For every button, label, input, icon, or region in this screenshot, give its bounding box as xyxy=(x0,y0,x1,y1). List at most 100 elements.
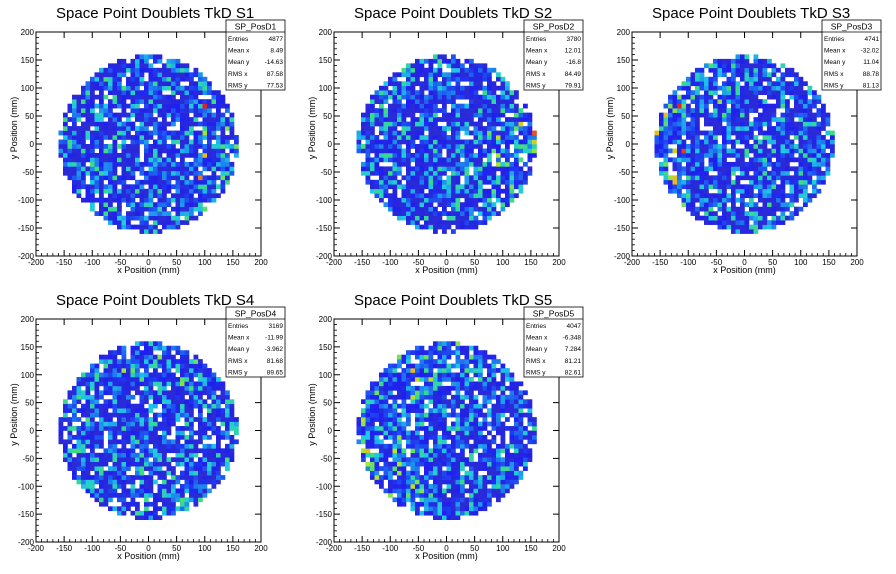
heatmap-cell xyxy=(686,130,691,136)
heatmap-cell xyxy=(446,126,452,131)
heatmap-cell xyxy=(99,76,104,82)
heatmap-cell xyxy=(500,121,506,127)
heatmap-cell xyxy=(211,175,217,181)
heatmap-cell xyxy=(180,206,185,212)
heatmap-cell xyxy=(220,188,226,194)
heatmap-cell xyxy=(455,103,461,109)
heatmap-cell xyxy=(469,184,474,190)
heatmap-cell xyxy=(816,139,822,145)
heatmap-cell xyxy=(726,126,732,131)
heatmap-cell xyxy=(415,76,420,82)
heatmap-cell xyxy=(446,179,452,185)
heatmap-cell xyxy=(708,94,714,100)
heatmap-cell xyxy=(695,108,700,113)
heatmap-cell xyxy=(704,94,709,100)
heatmap-cell xyxy=(76,475,82,480)
heatmap-cell xyxy=(771,144,777,149)
heatmap-cell xyxy=(771,126,777,131)
heatmap-cell xyxy=(455,76,461,82)
heatmap-cell xyxy=(370,94,375,100)
heatmap-cell xyxy=(473,130,479,136)
heatmap-cell xyxy=(198,399,203,405)
heatmap-cell xyxy=(202,399,208,405)
heatmap-cell xyxy=(365,179,371,185)
heatmap-cell xyxy=(383,381,389,387)
heatmap-cell xyxy=(135,457,140,463)
heatmap-cell xyxy=(90,90,95,96)
heatmap-cell xyxy=(672,188,678,194)
heatmap-cell xyxy=(749,108,754,113)
heatmap-cell xyxy=(401,161,407,167)
heatmap-cell xyxy=(157,76,163,82)
stats-value: 3780 xyxy=(567,36,582,43)
heatmap-cell xyxy=(388,94,393,100)
heatmap-cell xyxy=(108,211,113,216)
heatmap-cell xyxy=(148,81,154,87)
heatmap-cell xyxy=(216,381,221,387)
heatmap-cell xyxy=(735,157,741,163)
heatmap-cell xyxy=(365,170,371,176)
heatmap-cell xyxy=(189,452,194,458)
heatmap-cell xyxy=(446,188,452,194)
heatmap-cell xyxy=(121,417,127,422)
heatmap-cell xyxy=(229,439,235,445)
heatmap-cell xyxy=(220,144,226,149)
heatmap-cell xyxy=(365,426,371,431)
heatmap-cell xyxy=(198,81,203,87)
heatmap-cell xyxy=(139,381,145,387)
heatmap-cell xyxy=(153,67,158,73)
heatmap-cell xyxy=(816,126,822,131)
heatmap-cell xyxy=(415,193,420,199)
heatmap-cell xyxy=(361,166,366,172)
heatmap-cell xyxy=(379,121,384,127)
heatmap-cell xyxy=(90,408,95,413)
heatmap-cell xyxy=(374,394,380,400)
heatmap-cell xyxy=(162,412,167,418)
heatmap-cell xyxy=(478,94,483,100)
heatmap-cell xyxy=(654,139,660,145)
heatmap-cell xyxy=(726,211,732,216)
heatmap-cell xyxy=(659,144,664,149)
heatmap-cell xyxy=(72,443,77,449)
heatmap-cell xyxy=(717,144,723,149)
heatmap-cell xyxy=(482,166,488,172)
heatmap-cell xyxy=(379,417,384,422)
heatmap-cell xyxy=(76,399,82,405)
heatmap-cell xyxy=(130,90,136,96)
x-tick-label: -50 xyxy=(711,258,723,267)
heatmap-cell xyxy=(406,63,411,69)
heatmap-cell xyxy=(153,417,158,422)
heatmap-cell xyxy=(130,394,136,400)
heatmap-cell xyxy=(72,99,77,104)
heatmap-cell xyxy=(704,166,709,172)
y-tick-label: 50 xyxy=(25,399,34,408)
heatmap-cell xyxy=(193,372,199,378)
heatmap-cell xyxy=(211,184,217,190)
heatmap-cell xyxy=(482,99,488,104)
heatmap-cell xyxy=(198,170,203,176)
heatmap-cell xyxy=(90,466,95,471)
heatmap-cell xyxy=(807,112,813,118)
heatmap-cell xyxy=(717,148,723,154)
heatmap-cell xyxy=(85,152,91,158)
heatmap-cell xyxy=(374,193,380,199)
heatmap-cell xyxy=(473,121,479,127)
heatmap-cell xyxy=(148,175,154,181)
heatmap-cell xyxy=(785,67,790,73)
heatmap-cell xyxy=(437,215,443,221)
heatmap-cell xyxy=(487,130,492,136)
heatmap-cell xyxy=(130,408,136,413)
heatmap-cell xyxy=(690,117,696,122)
heatmap-cell xyxy=(500,206,506,212)
heatmap-cell xyxy=(446,85,452,91)
heatmap-cell xyxy=(193,448,199,454)
heatmap-cell xyxy=(175,390,181,396)
heatmap-cell xyxy=(135,76,140,82)
heatmap-cell xyxy=(166,376,172,382)
heatmap-cell xyxy=(220,135,226,140)
heatmap-cell xyxy=(708,179,714,185)
heatmap-cell xyxy=(162,161,167,167)
heatmap-cell xyxy=(794,211,799,216)
heatmap-cell xyxy=(58,430,64,436)
heatmap-cell xyxy=(469,58,474,64)
